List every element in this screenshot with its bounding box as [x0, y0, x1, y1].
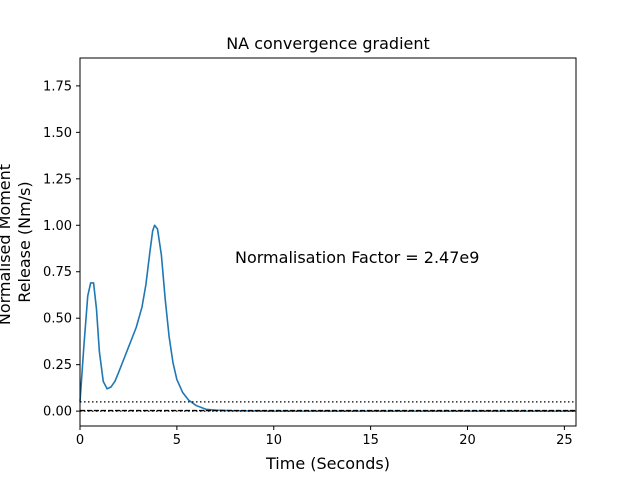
- chart-title: NA convergence gradient: [226, 34, 430, 53]
- y-axis-label-line-1: Normalised Moment: [0, 164, 14, 325]
- y-axis-label-line-2: Release (Nm/s): [15, 181, 34, 302]
- x-tick-label: 0: [76, 433, 84, 448]
- x-axis-label: Time (Seconds): [265, 454, 390, 473]
- y-tick-label: 0.75: [43, 265, 72, 280]
- series-layer: [79, 224, 576, 412]
- y-axis-label: Normalised Moment Release (Nm/s): [0, 159, 34, 325]
- y-tick-label: 0.25: [43, 358, 72, 373]
- y-tick-label: 1.50: [43, 126, 72, 141]
- y-tick-label: 1.25: [43, 172, 72, 187]
- y-tick-label: 1.00: [43, 219, 72, 234]
- y-tick-label: 1.75: [43, 79, 72, 94]
- plot-frame: [79, 57, 577, 427]
- normalisation-annotation: Normalisation Factor = 2.47e9: [235, 248, 479, 267]
- x-tick-label: 20: [459, 433, 476, 448]
- x-tick-label: 25: [556, 433, 573, 448]
- x-tick-label: 10: [265, 433, 282, 448]
- x-axis: 0 5 10 15 20 25: [76, 426, 573, 448]
- y-tick-label: 0.00: [43, 405, 72, 420]
- y-tick-label: 0.50: [43, 312, 72, 327]
- y-axis: 0.00 0.25 0.50 0.75 1.00 1.25 1.50 1.75: [43, 79, 80, 420]
- x-tick-label: 15: [362, 433, 379, 448]
- series-line-1: [79, 224, 576, 412]
- x-tick-label: 5: [173, 433, 181, 448]
